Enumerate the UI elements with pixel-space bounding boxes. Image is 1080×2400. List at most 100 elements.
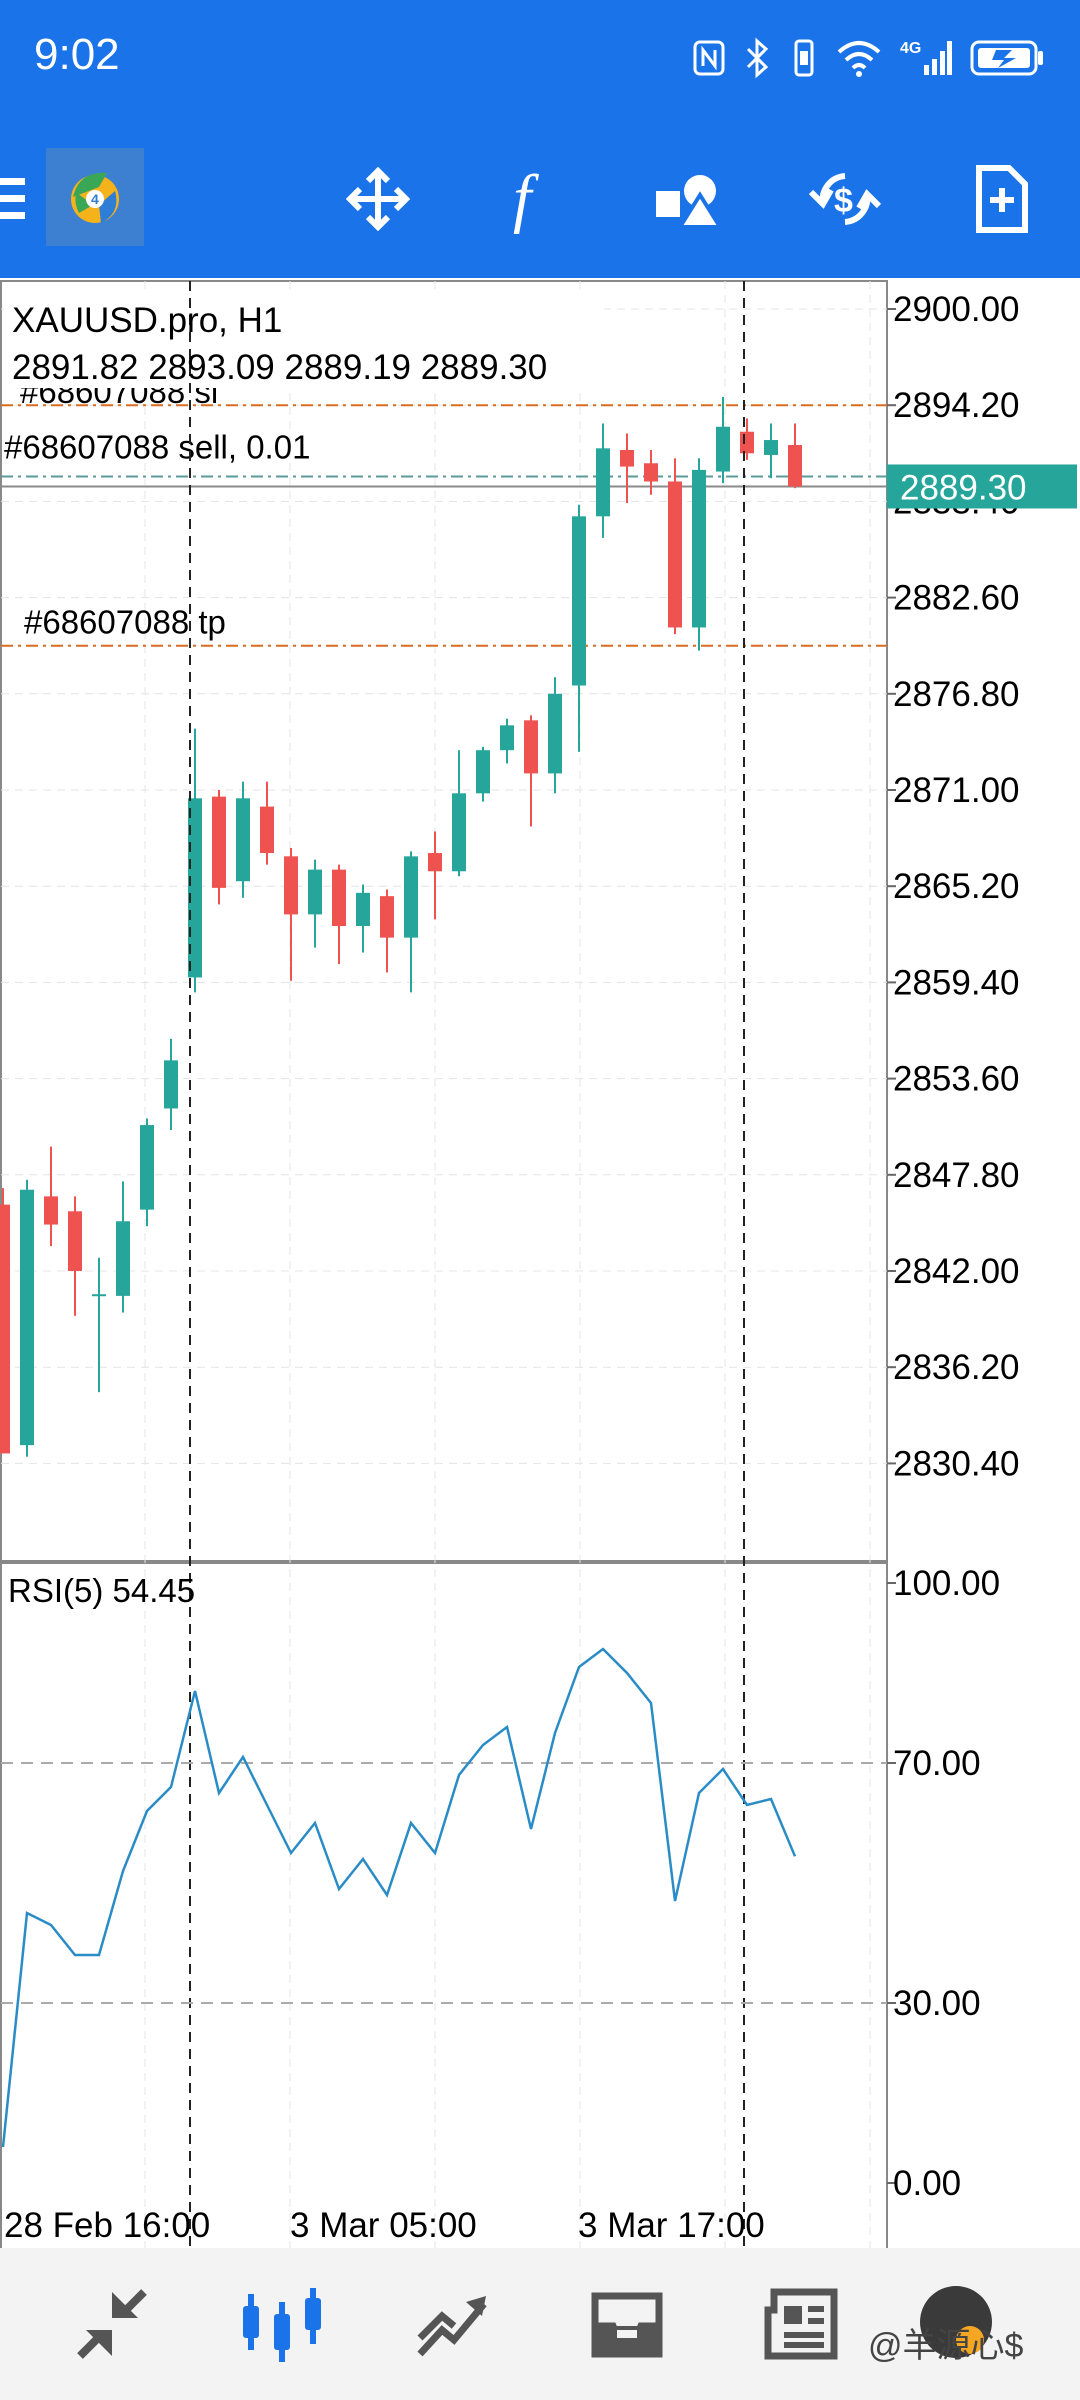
indicators-icon: f bbox=[513, 164, 539, 234]
chart-toolbar: 4 f $ bbox=[0, 120, 1080, 278]
indicators-button[interactable]: f bbox=[476, 144, 586, 254]
rsi-line bbox=[1, 1647, 797, 2148]
candle-body bbox=[764, 440, 778, 455]
network-label: 4G bbox=[900, 40, 921, 57]
nfc-icon bbox=[693, 40, 725, 76]
y-tick-label: 2894.20 bbox=[893, 386, 1020, 425]
candle-body bbox=[44, 1196, 58, 1225]
header-backing bbox=[4, 290, 604, 388]
candle-body bbox=[572, 516, 586, 686]
candle-body bbox=[404, 856, 418, 938]
rsi-panel-frame bbox=[0, 1562, 888, 2248]
crosshair-button[interactable] bbox=[323, 144, 433, 254]
rsi-tick-label: 0.00 bbox=[893, 2164, 961, 2203]
x-tick-label: 28 Feb 16:00 bbox=[4, 2206, 210, 2245]
trade-button[interactable]: $ bbox=[790, 144, 900, 254]
mt4-logo-icon: 4 bbox=[71, 172, 119, 223]
chart-icon bbox=[243, 2288, 321, 2362]
y-tick-label: 2859.40 bbox=[893, 963, 1020, 1002]
candle-body bbox=[260, 806, 274, 854]
y-tick-label: 2853.60 bbox=[893, 1060, 1020, 1099]
candle-body bbox=[548, 693, 562, 774]
templates-button[interactable] bbox=[946, 144, 1056, 254]
status-icons: 4G bbox=[692, 30, 1046, 86]
rsi-tick-label: 30.00 bbox=[893, 1984, 981, 2023]
nav-quotes[interactable] bbox=[60, 2272, 164, 2376]
y-tick-label: 2865.20 bbox=[893, 867, 1020, 906]
candle-body bbox=[308, 869, 322, 915]
objects-icon bbox=[656, 175, 724, 229]
y-tick-label: 2842.00 bbox=[893, 1252, 1020, 1291]
candle-body bbox=[380, 896, 394, 938]
nav-news[interactable] bbox=[748, 2272, 852, 2376]
bottom-navigation bbox=[0, 2248, 1080, 2400]
candle-body bbox=[356, 892, 370, 927]
battery-charging-icon bbox=[970, 40, 1043, 76]
bluetooth-icon bbox=[746, 37, 769, 79]
y-tick-label: 2900.00 bbox=[893, 290, 1020, 329]
candle-body bbox=[500, 725, 514, 751]
vibrate-icon bbox=[794, 39, 814, 77]
candle-body bbox=[644, 463, 658, 482]
candle-body bbox=[0, 1204, 10, 1454]
candle-body bbox=[668, 481, 682, 628]
trade-icon: $ bbox=[808, 173, 882, 225]
y-tick-label: 2830.40 bbox=[893, 1444, 1020, 1483]
symbol-label: XAUUSD.pro, H1 bbox=[12, 301, 282, 340]
candle-body bbox=[788, 445, 802, 487]
current-price-label: 2889.30 bbox=[900, 468, 1027, 507]
y-tick-label: 2871.00 bbox=[893, 771, 1020, 810]
clock: 9:02 bbox=[34, 30, 120, 79]
main-chart-frame bbox=[0, 280, 888, 1562]
menu-icon bbox=[0, 178, 25, 219]
nav-history[interactable] bbox=[575, 2272, 679, 2376]
candle-body bbox=[716, 426, 730, 472]
candle-body bbox=[332, 869, 346, 927]
rsi-tick-label: 100.00 bbox=[893, 1564, 1000, 1603]
crosshair-icon bbox=[346, 167, 410, 231]
chart-area[interactable]: #68607088 sl #68607088 sell, 0.01 #6860708… bbox=[0, 278, 1080, 2248]
rsi-label: RSI(5) 54.45 bbox=[8, 1572, 195, 1609]
menu-button[interactable] bbox=[0, 144, 80, 254]
candle-body bbox=[476, 750, 490, 794]
chart-canvas[interactable]: #68607088 sl#68607088 sell, 0.01#6860708… bbox=[0, 278, 1080, 2248]
svg-text:$: $ bbox=[834, 182, 853, 220]
order-label: #68607088 sell, 0.01 bbox=[4, 429, 310, 466]
4g-signal-icon: 4G bbox=[900, 40, 952, 75]
candle-body bbox=[428, 853, 442, 872]
news-icon bbox=[764, 2288, 838, 2360]
y-tick-label: 2836.20 bbox=[893, 1348, 1020, 1387]
indicators-glyph: f bbox=[513, 164, 539, 234]
avatar-icon bbox=[920, 2286, 992, 2358]
trade-icon bbox=[417, 2296, 487, 2357]
candle-body bbox=[596, 448, 610, 517]
candle-body bbox=[740, 431, 754, 454]
quotes-icon bbox=[77, 2289, 147, 2359]
x-tick-label: 3 Mar 05:00 bbox=[290, 2206, 477, 2245]
rsi-tick-label: 70.00 bbox=[893, 1744, 981, 1783]
watermark: @羊源心$ bbox=[868, 2327, 1024, 2365]
candle-body bbox=[236, 798, 250, 882]
candle-body bbox=[212, 796, 226, 888]
candle-body bbox=[452, 793, 466, 872]
objects-button[interactable] bbox=[634, 144, 744, 254]
y-tick-label: 2847.80 bbox=[893, 1156, 1020, 1195]
candle-body bbox=[116, 1221, 130, 1296]
y-tick-label: 2876.80 bbox=[893, 675, 1020, 714]
current-price-tag bbox=[887, 464, 1077, 509]
candle-body bbox=[188, 798, 202, 978]
mt4-logo[interactable]: 4 bbox=[46, 148, 144, 246]
svg-text:4: 4 bbox=[91, 191, 99, 207]
candle-body bbox=[164, 1060, 178, 1109]
y-tick-label: 2882.60 bbox=[893, 579, 1020, 618]
nav-trade[interactable] bbox=[402, 2272, 506, 2376]
candle-body bbox=[692, 469, 706, 628]
nav-chart[interactable] bbox=[230, 2272, 334, 2376]
candle-body bbox=[620, 449, 634, 467]
candle-body bbox=[92, 1294, 106, 1297]
wifi-icon bbox=[837, 41, 881, 77]
ohlc-label: 2891.82 2893.09 2889.19 2889.30 bbox=[12, 348, 547, 387]
templates-icon bbox=[976, 165, 1028, 233]
candle-body bbox=[140, 1125, 154, 1210]
history-icon bbox=[591, 2292, 663, 2358]
